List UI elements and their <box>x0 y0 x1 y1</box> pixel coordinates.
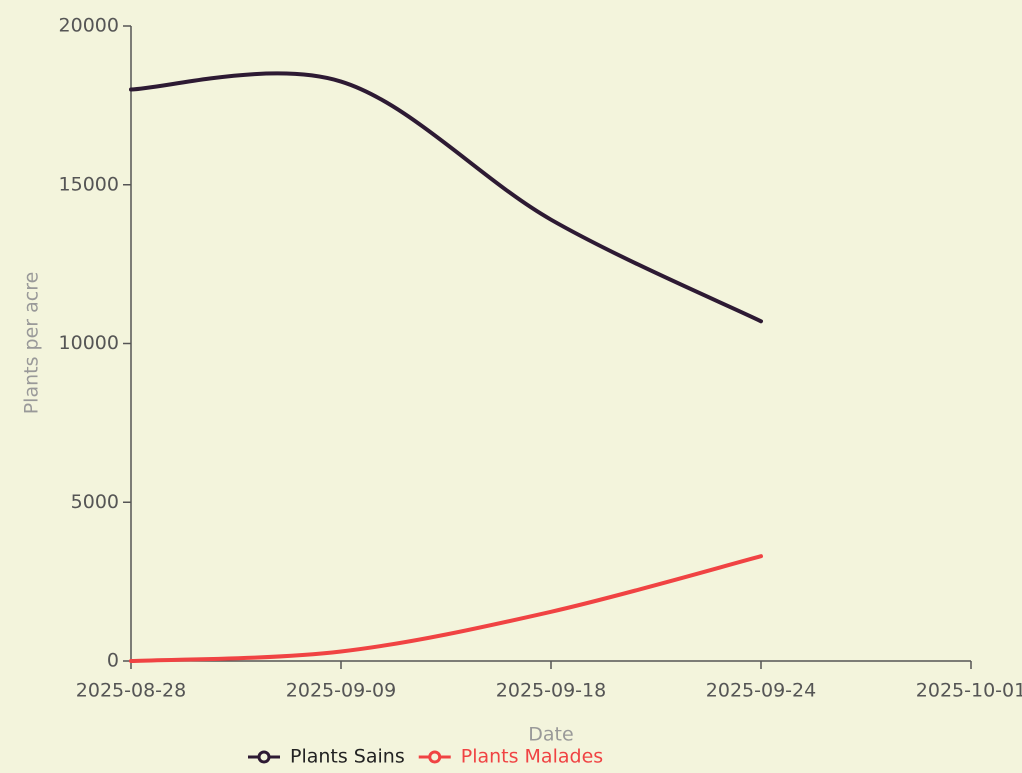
line <box>129 554 763 663</box>
line <box>129 71 763 324</box>
x-tick-label: 2025-09-18 <box>496 680 606 702</box>
x-tick-label: 2025-08-28 <box>76 680 186 702</box>
x-tick-label: 2025-09-24 <box>706 680 816 702</box>
legend-label: Plants Malades <box>461 746 603 768</box>
x-tick-label: 2025-09-09 <box>286 680 396 702</box>
x-tick-label: 2025-10-01 <box>916 680 1022 702</box>
y-tick-label: 20000 <box>59 15 119 37</box>
legend-label: Plants Sains <box>290 746 405 768</box>
legend-marker <box>257 750 271 764</box>
y-tick-label: 0 <box>107 650 119 672</box>
legend-marker <box>428 750 442 764</box>
y-tick-label: 5000 <box>71 491 119 513</box>
y-tick-label: 10000 <box>59 332 119 354</box>
y-axis-label: Plants per acre <box>21 272 43 415</box>
y-tick-label: 15000 <box>59 173 119 195</box>
x-axis-label: Date <box>528 724 573 746</box>
